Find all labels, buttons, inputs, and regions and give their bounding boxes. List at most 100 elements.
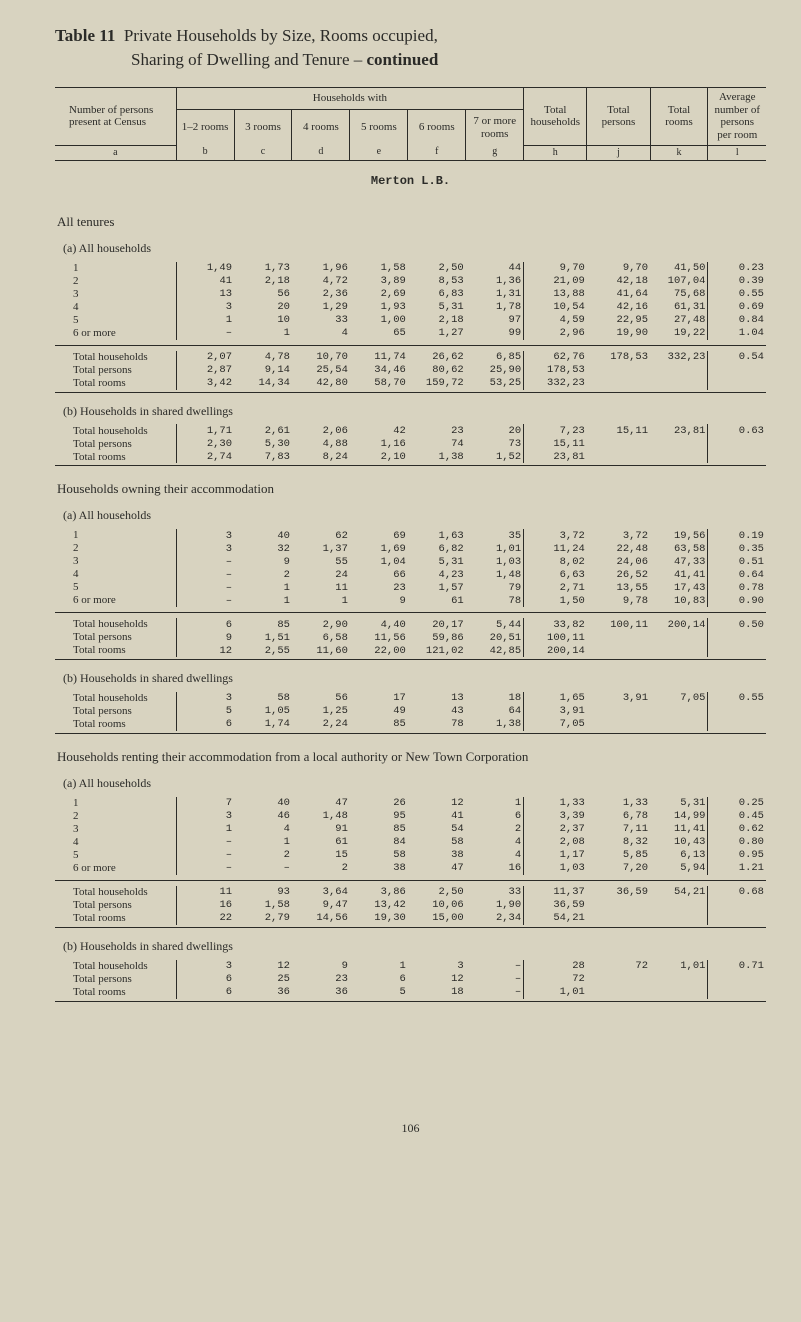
- cell: 0.19: [708, 529, 766, 542]
- section-heading: Households renting their accommodation f…: [57, 750, 766, 765]
- cell: 16: [176, 899, 234, 912]
- col-letter: c: [234, 145, 292, 161]
- cell: 1,05: [234, 705, 292, 718]
- cell: 5: [176, 705, 234, 718]
- cell: 100,11: [524, 631, 587, 644]
- cell: 0.55: [708, 692, 766, 705]
- cell: 69: [350, 529, 408, 542]
- cell: 1,01: [650, 960, 708, 973]
- cell: 72: [587, 960, 650, 973]
- cell: 1,96: [292, 262, 350, 275]
- cell: –: [176, 849, 234, 862]
- hdr-6rooms: 6 rooms: [408, 110, 466, 146]
- cell: 12: [176, 644, 234, 657]
- cell: [708, 450, 766, 463]
- cell: 23: [350, 581, 408, 594]
- table-title-line1: Table 11 Private Households by Size, Roo…: [55, 26, 766, 46]
- cell: 1,38: [466, 718, 524, 731]
- cell: 6: [176, 618, 234, 631]
- cell: 0.90: [708, 594, 766, 607]
- cell: 38: [408, 849, 466, 862]
- cell: 19,56: [650, 529, 708, 542]
- cell: 3,91: [587, 692, 650, 705]
- cell: [587, 450, 650, 463]
- subsection-heading: (b) Households in shared dwellings: [63, 672, 766, 686]
- cell: 1,01: [466, 542, 524, 555]
- row-label: 6 or more: [55, 594, 176, 607]
- cell: 2,18: [408, 314, 466, 327]
- cell: 332,23: [650, 351, 708, 364]
- cell: 6: [350, 973, 408, 986]
- cell: 0.69: [708, 301, 766, 314]
- cell: 0.39: [708, 275, 766, 288]
- cell: 42,85: [466, 644, 524, 657]
- cell: 53,25: [466, 377, 524, 390]
- row-label: Total households: [55, 618, 176, 631]
- cell: –: [466, 960, 524, 973]
- cell: 1,78: [466, 301, 524, 314]
- cell: 85: [350, 718, 408, 731]
- col-letter: g: [466, 145, 524, 161]
- cell: 9,70: [524, 262, 587, 275]
- cell: 6: [176, 718, 234, 731]
- cell: 3,91: [524, 705, 587, 718]
- cell: 200,14: [650, 618, 708, 631]
- cell: 14,99: [650, 810, 708, 823]
- cell: 6: [176, 986, 234, 999]
- cell: 19,22: [650, 327, 708, 340]
- cell: 3: [176, 692, 234, 705]
- cell: 1,58: [234, 899, 292, 912]
- cell: 15,00: [408, 912, 466, 925]
- cell: 41,64: [587, 288, 650, 301]
- cell: 10,43: [650, 836, 708, 849]
- col-letter: b: [176, 145, 234, 161]
- cell: 47,33: [650, 555, 708, 568]
- cell: 25,90: [466, 364, 524, 377]
- cell: 65: [350, 327, 408, 340]
- cell: 7,83: [234, 450, 292, 463]
- cell: 1,57: [408, 581, 466, 594]
- cell: 42,18: [587, 275, 650, 288]
- cell: [650, 377, 708, 390]
- cell: 8,24: [292, 450, 350, 463]
- cell: [587, 364, 650, 377]
- cell: 63,58: [650, 542, 708, 555]
- cell: 1,03: [466, 555, 524, 568]
- cell: 0.68: [708, 886, 766, 899]
- cell: 38: [350, 862, 408, 875]
- cell: 22,95: [587, 314, 650, 327]
- cell: 2,87: [176, 364, 234, 377]
- cell: 10,83: [650, 594, 708, 607]
- cell: 41: [408, 810, 466, 823]
- cell: –: [176, 581, 234, 594]
- cell: 1,17: [524, 849, 587, 862]
- cell: 54,21: [650, 886, 708, 899]
- cell: [650, 450, 708, 463]
- cell: 18: [408, 986, 466, 999]
- cell: 2: [234, 849, 292, 862]
- cell: 2: [292, 862, 350, 875]
- row-label: Total persons: [55, 364, 176, 377]
- cell: 5,31: [408, 555, 466, 568]
- cell: 19,90: [587, 327, 650, 340]
- cell: 36,59: [524, 899, 587, 912]
- cell: 1,90: [466, 899, 524, 912]
- cell: 2,24: [292, 718, 350, 731]
- cell: 3,86: [350, 886, 408, 899]
- cell: 24: [292, 568, 350, 581]
- cell: 200,14: [524, 644, 587, 657]
- cell: 73: [466, 437, 524, 450]
- cell: 3: [408, 960, 466, 973]
- cell: 42,80: [292, 377, 350, 390]
- cell: 2,08: [524, 836, 587, 849]
- cell: 9: [292, 960, 350, 973]
- cell: 91: [292, 823, 350, 836]
- cell: 24,06: [587, 555, 650, 568]
- cell: 9,70: [587, 262, 650, 275]
- cell: 2,96: [524, 327, 587, 340]
- hdr-total-persons-1: Total: [607, 104, 629, 116]
- cell: 23: [292, 973, 350, 986]
- cell: 1: [292, 594, 350, 607]
- cell: –: [176, 862, 234, 875]
- cell: 5,44: [466, 618, 524, 631]
